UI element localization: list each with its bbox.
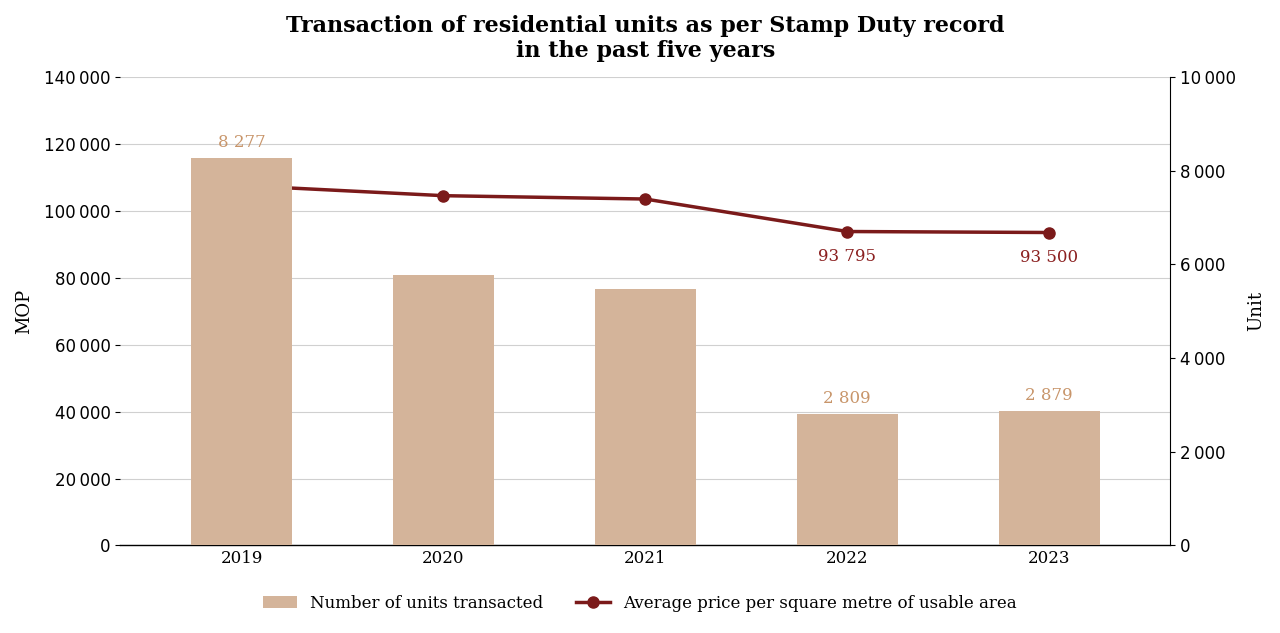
Legend: Number of units transacted, Average price per square metre of usable area: Number of units transacted, Average pric… [256,588,1024,618]
Bar [796,414,897,546]
Average price per square metre of usable area [840,228,855,235]
Y-axis label: Unit: Unit [1247,291,1265,331]
Average price per square metre of usable area [435,192,451,199]
Text: 2 879: 2 879 [1025,387,1073,404]
Text: 107 522: 107 522 [207,206,276,223]
Title: Transaction of residential units as per Stamp Duty record
in the past five years: Transaction of residential units as per … [285,15,1005,63]
Text: 93 500: 93 500 [1020,249,1078,266]
Bar [595,289,696,546]
Text: 8 277: 8 277 [218,134,265,151]
Bar [393,275,494,546]
Line: Average price per square metre of usable area: Average price per square metre of usable… [236,180,1055,238]
Text: 2 809: 2 809 [823,390,870,407]
Average price per square metre of usable area [637,195,653,203]
Average price per square metre of usable area [234,182,250,189]
Average price per square metre of usable area [1042,229,1057,236]
Bar [998,411,1100,546]
Bar [191,158,292,546]
Y-axis label: MOP: MOP [15,289,33,334]
Text: 93 795: 93 795 [818,248,877,265]
